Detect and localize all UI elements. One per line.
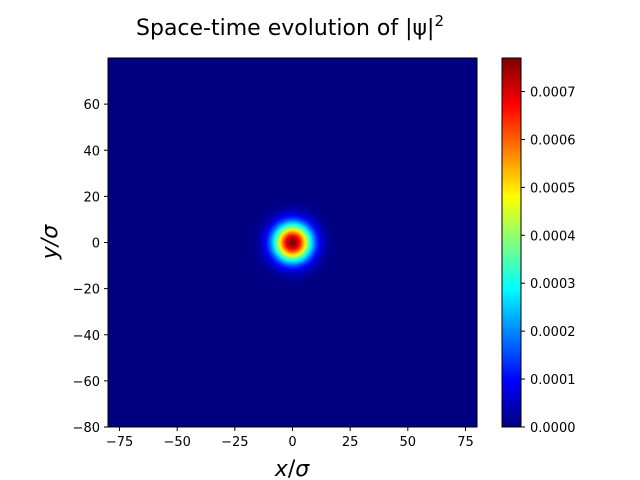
colorbar-tick-label: 0.0002	[530, 325, 576, 340]
y-tick-label: 0	[92, 237, 100, 252]
colorbar-tick-label: 0.0001	[530, 373, 576, 388]
title-superscript: 2	[434, 12, 444, 30]
colorbar-gradient	[502, 58, 521, 427]
x-axis-label-unit: σ	[295, 457, 310, 480]
x-axis-label-sep: /	[288, 457, 296, 480]
x-axis: −75 −50 −25 0 25 50 75	[106, 427, 474, 450]
plot-area	[107, 57, 478, 428]
y-tick-label: 20	[83, 190, 100, 205]
colorbar-tick-label: 0.0005	[530, 181, 576, 196]
heatmap-image	[108, 58, 477, 427]
y-tick-label: −40	[73, 329, 100, 344]
colorbar-tick-label: 0.0003	[530, 277, 576, 292]
y-axis: 60 40 20 0 −20 −40 −60 −80	[73, 98, 108, 436]
colorbar-tick-label: 0.0000	[530, 421, 576, 436]
colorbar-ticks: 0.0000 0.0001 0.0002 0.0003 0.0004 0.0005 0.00…	[521, 86, 576, 436]
y-tick-label: −20	[73, 283, 100, 298]
x-tick-label: 0	[288, 435, 296, 450]
colorbar-tick-label: 0.0007	[530, 86, 576, 101]
x-axis-label-var: x	[274, 457, 289, 480]
x-tick-label: 25	[342, 435, 359, 450]
colorbar-tick-label: 0.0004	[530, 229, 576, 244]
colorbar: 0.0000 0.0001 0.0002 0.0003 0.0004 0.0005 0.00…	[501, 57, 576, 436]
x-tick-label: 50	[400, 435, 417, 450]
chart-title: Space-time evolution of |ψ|2	[136, 12, 444, 41]
x-tick-label: −50	[163, 435, 190, 450]
y-tick-label: −80	[73, 421, 100, 436]
colorbar-frame	[501, 57, 522, 428]
y-axis-label: y/σ	[38, 224, 63, 260]
y-tick-label: −60	[73, 375, 100, 390]
y-tick-label: 60	[83, 98, 100, 113]
x-tick-label: −75	[106, 435, 133, 450]
y-tick-label: 40	[83, 144, 100, 159]
x-axis-label: x/σ	[274, 457, 310, 480]
colorbar-tick-label: 0.0006	[530, 133, 576, 148]
x-tick-label: 75	[457, 435, 474, 450]
x-tick-label: −25	[221, 435, 248, 450]
